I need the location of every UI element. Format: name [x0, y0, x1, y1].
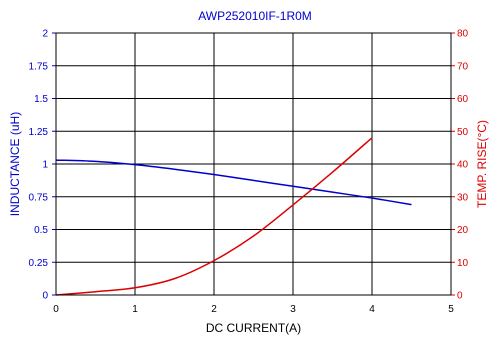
y-tick-label-left: 1.75: [29, 61, 49, 72]
y-tick-label-left: 1.25: [29, 127, 49, 138]
y-tick-label-right: 20: [457, 225, 469, 236]
y-tick-label-right: 70: [457, 61, 469, 72]
x-tick-label: 2: [211, 304, 217, 315]
y-tick-label-right: 60: [457, 94, 469, 105]
temp-rise-line: [55, 137, 373, 296]
right-tick-labels: 0 10 20 30 40 50 60 70 80: [451, 29, 469, 302]
y-tick-label-left: 0: [42, 291, 48, 302]
x-tick-label: 4: [369, 304, 375, 315]
y-tick-label-left: 2: [42, 29, 48, 40]
y-tick-label-right: 30: [457, 192, 469, 203]
y-tick-label-left: 0.75: [29, 192, 49, 203]
y-tick-label-right: 10: [457, 258, 469, 269]
y-tick-label-left: 0.5: [34, 225, 48, 236]
left-tick-labels: 0 0.25 0.5 0.75 1 1.25 1.5 1.75 2: [29, 29, 56, 302]
x-tick-label: 1: [132, 304, 138, 315]
grid: [55, 32, 452, 296]
series-lines: [55, 137, 412, 296]
y-tick-label-left: 1.5: [34, 94, 48, 105]
chart-title: AWP252010IF-1R0M: [198, 9, 312, 23]
x-axis-label: DC CURRENT(A): [206, 321, 301, 335]
y-tick-label-right: 0: [457, 291, 463, 302]
x-tick-label: 0: [53, 304, 59, 315]
y-tick-label-right: 40: [457, 160, 469, 171]
x-tick-label: 3: [290, 304, 296, 315]
y-tick-label-left: 0.25: [29, 258, 49, 269]
x-tick-label: 5: [448, 304, 454, 315]
plot-frame: [55, 32, 452, 296]
y-tick-label-right: 50: [457, 127, 469, 138]
y-axis-label-right: TEMP. RISE(°C): [475, 120, 489, 208]
y-tick-label-left: 1: [42, 160, 48, 171]
x-tick-labels: 0 1 2 3 4 5: [53, 304, 454, 315]
inductance-line: [55, 159, 412, 206]
y-axis-label-left: INDUCTANCE (uH): [8, 112, 22, 216]
y-tick-label-right: 80: [457, 29, 469, 40]
